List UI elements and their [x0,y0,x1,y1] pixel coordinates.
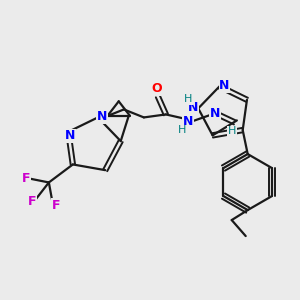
Text: N: N [188,101,198,114]
Text: H: H [178,125,186,135]
Text: H: H [228,126,236,136]
Text: F: F [22,172,30,185]
Text: N: N [183,115,193,128]
Text: N: N [210,107,220,120]
Text: N: N [97,110,107,123]
Text: F: F [52,199,60,212]
Text: H: H [184,94,192,104]
Text: N: N [65,129,76,142]
Text: O: O [152,82,162,95]
Text: F: F [28,195,36,208]
Text: N: N [219,79,230,92]
